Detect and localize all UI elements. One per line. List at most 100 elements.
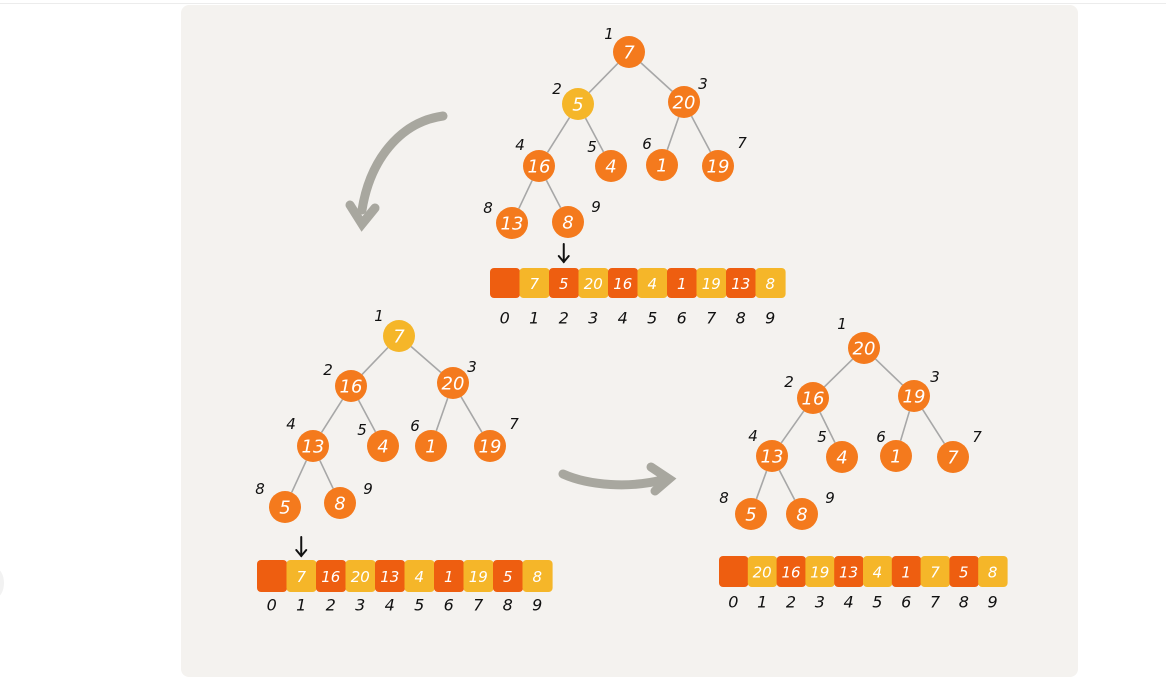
cell-value: 5 <box>559 275 569 293</box>
node-value: 5 <box>279 498 290 519</box>
array-index: 2 <box>786 593 796 612</box>
node-value: 1 <box>656 156 667 177</box>
node-value: 8 <box>562 213 573 234</box>
node-circle <box>595 150 627 182</box>
array-cell: 1 <box>434 560 465 592</box>
cell-box <box>891 556 922 587</box>
cell-value: 8 <box>765 275 775 293</box>
tree-node: 58 <box>255 480 301 523</box>
node-value: 13 <box>302 437 325 458</box>
node-value: 20 <box>673 93 696 114</box>
cell-box <box>719 556 749 587</box>
array-index: 2 <box>559 309 569 328</box>
node-value: 5 <box>745 505 756 526</box>
array-cell: 19 <box>696 268 727 298</box>
node-value: 1 <box>425 437 436 458</box>
array-cell: 16 <box>316 560 347 592</box>
array-index: 0 <box>728 593 738 612</box>
array-cell: 13 <box>834 556 864 587</box>
array-index: 7 <box>706 309 717 328</box>
node-position: 2 <box>784 373 794 391</box>
tree-node: 16 2 <box>323 361 367 402</box>
node-circle <box>668 86 700 118</box>
tree-edge <box>290 460 308 493</box>
node-position: 7 <box>509 415 519 433</box>
cell-value: 8 <box>988 564 998 582</box>
cell-value: 8 <box>532 568 542 586</box>
cell-box <box>375 560 406 592</box>
tree-node: 71 <box>374 307 415 352</box>
tree-node: 19 7 <box>474 415 519 462</box>
node-circle <box>797 382 829 414</box>
array-cell <box>490 268 521 298</box>
node-position: 3 <box>930 368 940 386</box>
down-arrow-icon <box>295 536 308 558</box>
cell-value: 13 <box>839 564 858 582</box>
arrowhead-icon <box>646 462 677 496</box>
tree-node: 19 7 <box>702 134 747 182</box>
node-position: 8 <box>255 480 265 498</box>
array-cell <box>257 560 288 592</box>
cell-box <box>978 556 1008 587</box>
tree-edge <box>819 412 836 443</box>
node-circle <box>437 367 469 399</box>
array-index: 8 <box>503 596 513 615</box>
node-value: 16 <box>528 157 551 178</box>
tree-edge <box>755 470 768 500</box>
cell-value: 20 <box>584 275 603 293</box>
tree-node: 20 1 <box>837 315 880 364</box>
array-cell: 4 <box>863 556 893 587</box>
array-index: 9 <box>532 596 542 615</box>
node-position: 5 <box>587 138 597 156</box>
arrowhead-icon <box>345 200 380 232</box>
cell-box <box>519 268 550 298</box>
cell-box <box>637 268 668 298</box>
node-position: 7 <box>737 134 747 152</box>
node-value: 7 <box>393 327 405 348</box>
node-position: 2 <box>552 80 562 98</box>
cell-value: 5 <box>503 568 513 586</box>
cell-value: 4 <box>647 275 657 293</box>
node-value: 19 <box>479 437 502 458</box>
array-cell: 13 <box>375 560 406 592</box>
node-value: 20 <box>442 374 465 395</box>
cell-box <box>949 556 979 587</box>
node-value: 13 <box>761 447 784 468</box>
tree-node: 13 4 <box>286 415 329 462</box>
cell-value: 19 <box>810 564 829 582</box>
tree-edge <box>584 117 605 153</box>
node-circle <box>786 498 818 530</box>
array-cell: 16 <box>776 556 806 587</box>
cell-box <box>834 556 864 587</box>
array-cell: 4 <box>404 560 435 592</box>
cell-value: 7 <box>529 275 539 293</box>
tree-edge <box>435 397 449 432</box>
tree-edge <box>518 180 533 209</box>
node-circle <box>474 430 506 462</box>
tree-edge <box>460 396 483 433</box>
array-cell: 20 <box>578 268 609 298</box>
cell-box <box>578 268 609 298</box>
cell-value: 13 <box>380 568 399 586</box>
tree-edge <box>361 346 389 376</box>
cell-box <box>747 556 778 587</box>
node-circle <box>496 207 528 239</box>
array-index: 3 <box>815 593 825 612</box>
cell-box <box>316 560 347 592</box>
array-index: 8 <box>959 593 969 612</box>
node-value: 7 <box>623 43 635 64</box>
node-circle <box>898 380 930 412</box>
tree-edge <box>823 358 854 388</box>
tree-node: 164 <box>515 136 555 182</box>
curved-arrow-icon <box>558 469 667 490</box>
array-index: 3 <box>355 596 365 615</box>
node-position: 9 <box>591 198 601 216</box>
cell-box <box>345 560 376 592</box>
curved-arrow-icon <box>357 111 448 215</box>
array-index: 1 <box>757 593 767 612</box>
cell-box <box>490 268 521 298</box>
node-position: 6 <box>876 428 886 446</box>
array-index: 5 <box>414 596 424 615</box>
